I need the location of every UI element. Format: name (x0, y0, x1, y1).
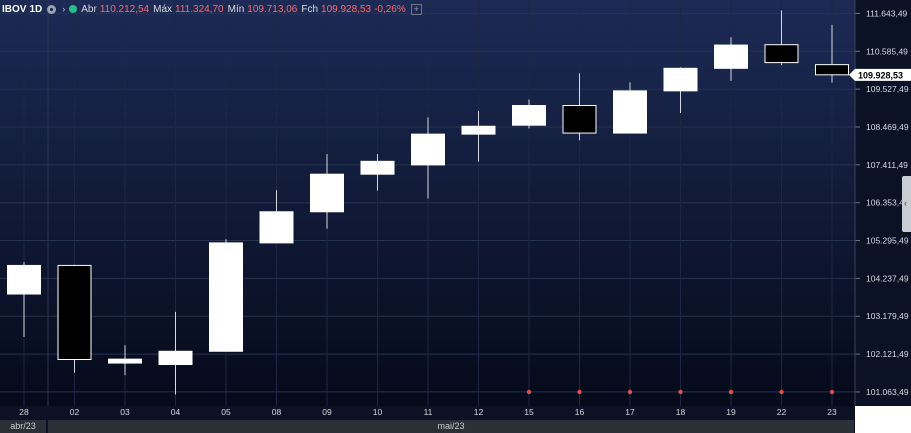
candle-body[interactable] (57, 264, 92, 360)
x-tick-label: 05 (221, 407, 231, 417)
y-tick-label: 101.063,49 (866, 387, 909, 397)
x-tick-label: 03 (120, 407, 130, 417)
event-marker[interactable] (577, 389, 582, 395)
x-tick-label: 17 (625, 407, 635, 417)
y-tick-label: 110.585,49 (866, 46, 908, 56)
x-tick-label: 18 (676, 407, 686, 417)
event-marker[interactable] (728, 389, 734, 395)
high-label: Máx (153, 3, 173, 15)
x-tick-label: 23 (827, 407, 837, 417)
x-tick-label: 16 (575, 407, 585, 417)
candle-body[interactable] (815, 64, 849, 76)
y-tick-label: 102.121,49 (866, 349, 909, 359)
x-tick-label: 08 (272, 407, 282, 417)
open-label: Abr (81, 3, 97, 15)
axis-corner (855, 406, 911, 433)
y-tick-label: 104.237,49 (866, 273, 909, 283)
x-tick-label: 09 (322, 407, 332, 417)
plus-icon[interactable]: + (410, 3, 422, 15)
month-label-apr: abr/23 (0, 420, 46, 433)
candle-body[interactable] (7, 264, 41, 295)
candle-body[interactable] (512, 105, 546, 126)
candle-body[interactable] (714, 44, 748, 69)
event-marker[interactable] (526, 389, 532, 395)
y-tick-label: 105.295,49 (866, 236, 909, 246)
candle-body[interactable] (764, 44, 799, 64)
candle-body[interactable] (310, 173, 344, 213)
change-value: -0,26% (374, 3, 406, 15)
month-label-may: mai/23 (48, 420, 854, 433)
y-tick-label: 106.353,4 (866, 198, 904, 208)
low-label: Mín (227, 3, 245, 15)
x-tick-label: 12 (474, 407, 484, 417)
x-tick-label: 15 (524, 407, 534, 417)
x-tick-label: 04 (171, 407, 181, 417)
live-status-icon (69, 5, 78, 13)
open-value: 110.212,54 (99, 3, 150, 15)
event-marker[interactable] (829, 389, 835, 395)
candle-body[interactable] (108, 358, 142, 364)
candle-body[interactable] (663, 67, 698, 92)
event-marker[interactable] (779, 389, 784, 395)
candle-body[interactable] (562, 105, 597, 134)
x-tick-label: 11 (424, 407, 433, 417)
x-tick-label: 19 (726, 407, 736, 417)
candle-body[interactable] (461, 125, 496, 135)
last-price-label: 109.928,53 (858, 70, 903, 80)
candle-body[interactable] (158, 350, 193, 366)
close-value: 109.928,53 (321, 3, 372, 15)
y-tick-label: 107.411,49 (866, 160, 908, 170)
last-price-tag (849, 68, 911, 81)
month-label-text: mai/23 (437, 421, 465, 431)
chevron-right-icon[interactable]: › (62, 4, 66, 14)
x-tick-label: 28 (19, 407, 29, 417)
month-label-text: abr/23 (10, 421, 36, 431)
low-value: 109.713,06 (247, 3, 298, 15)
symbol-label[interactable]: IBOV (2, 3, 27, 15)
candle-body[interactable] (209, 242, 243, 352)
timeframe-label[interactable]: 1D (29, 3, 43, 15)
close-label: Fch (301, 3, 319, 15)
event-marker[interactable] (678, 389, 683, 395)
y-tick-label: 111.643,49 (866, 8, 908, 18)
y-tick-label: 103.179,49 (866, 311, 909, 321)
event-marker[interactable] (627, 389, 633, 395)
chevron-left-icon: ‹ (904, 198, 907, 208)
x-tick-label: 02 (70, 407, 80, 417)
panel-collapse-handle[interactable]: ‹ (902, 176, 911, 232)
candle-body[interactable] (259, 211, 294, 244)
chart-legend-header: IBOV 1D › Abr 110.212,54 Máx 111.324,70 … (0, 0, 422, 18)
candle-body[interactable] (360, 160, 395, 175)
eye-icon[interactable] (47, 4, 57, 14)
high-value: 111.324,70 (175, 3, 224, 15)
y-tick-label: 109.527,49 (866, 84, 909, 94)
candle-body[interactable] (411, 133, 445, 166)
x-tick-label: 22 (777, 407, 787, 417)
candle-body[interactable] (613, 90, 647, 134)
y-tick-label: 108.469,49 (866, 122, 909, 132)
x-tick-label: 10 (373, 407, 383, 417)
